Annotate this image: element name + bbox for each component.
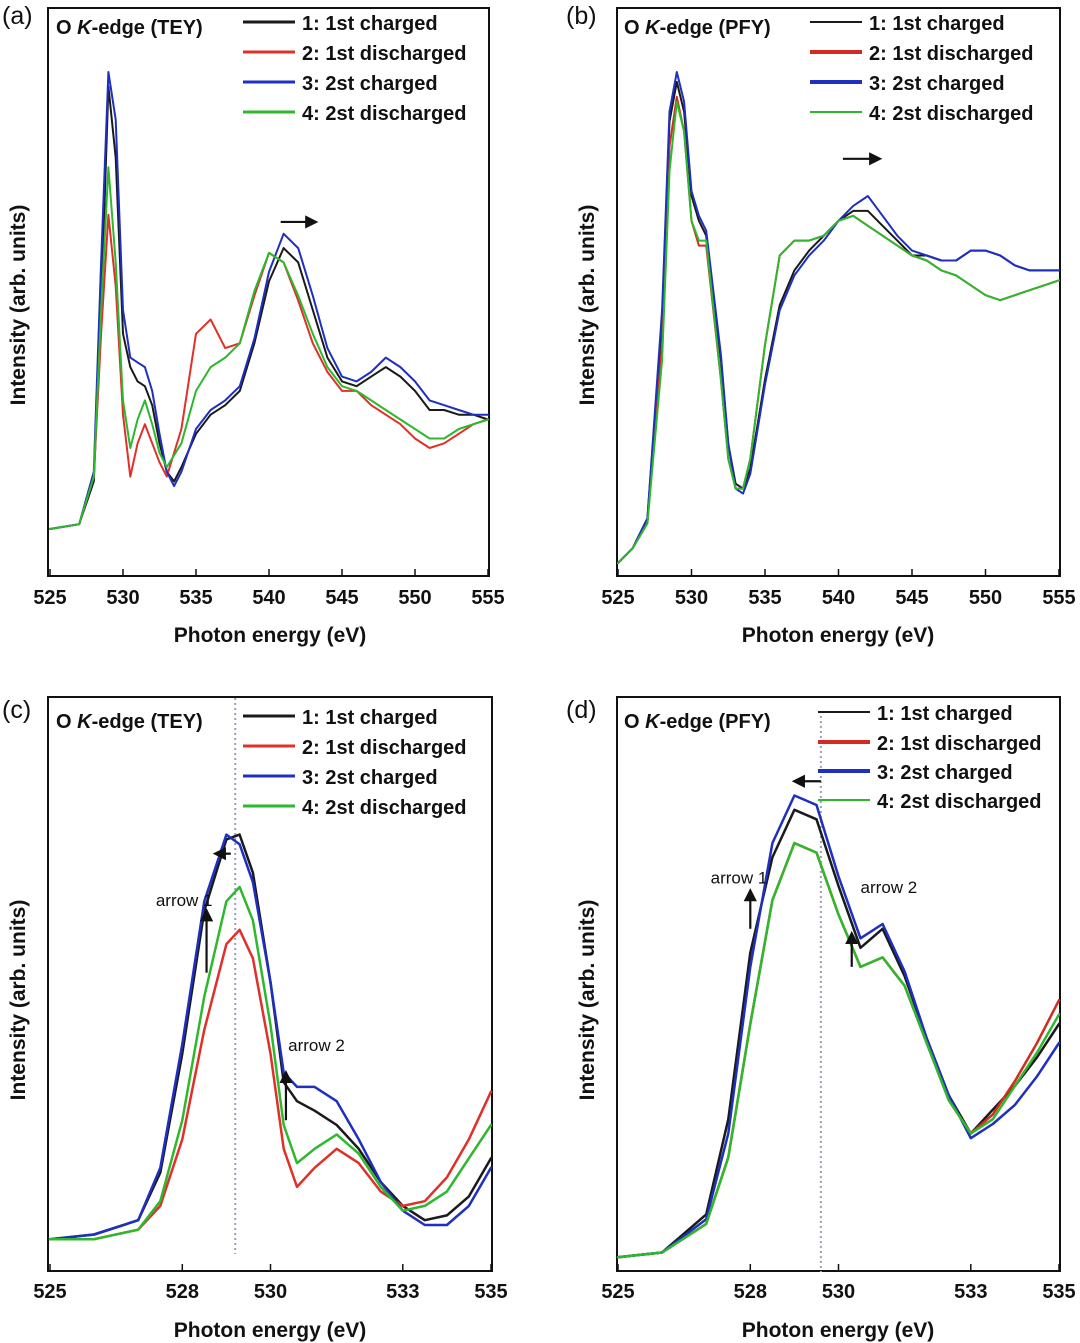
x-tick-label: 530 [254,1281,287,1303]
legend-entry: 4: 2st discharged [302,797,467,819]
x-tick-label: 535 [1042,1281,1075,1303]
legend-entry: 1: 1st charged [302,13,438,35]
annotation-label: arrow 2 [861,878,918,897]
legend-entry: 3: 2st charged [877,762,1013,784]
arrow-layer [743,774,859,967]
arrow-layer [199,847,293,1121]
legend: 1: 1st charged 2: 1st discharged 3: 2st … [243,13,467,125]
x-tick-label: 545 [895,587,928,609]
series-line [616,808,1061,1259]
legend-entry: 1: 1st charged [869,13,1005,35]
panel-label: (a) [2,2,33,30]
panel-title: O K-edge (TEY) [56,17,203,39]
series-line [616,841,1061,1259]
series-layer [49,71,489,530]
series-line [617,80,1060,564]
y-axis-label: Intensity (arb. units) [7,900,30,1101]
series-layer [616,794,1061,1259]
legend-entry: 2: 1st discharged [302,43,467,65]
panel-title: O K-edge (TEY) [56,711,203,733]
series-line [49,71,489,530]
series-layer [48,833,493,1241]
legend: 1: 1st charged 2: 1st discharged 3: 2st … [243,707,467,819]
legend-entry: 1: 1st charged [302,707,438,729]
legend-entry: 2: 1st discharged [302,737,467,759]
panel-title: O K-edge (PFY) [624,17,771,39]
series-line [48,928,493,1241]
x-tick-label: 535 [474,1281,507,1303]
y-axis-label: Intensity (arb. units) [576,205,599,406]
legend-entry: 2: 1st discharged [869,43,1034,65]
x-tick-label: 525 [601,587,634,609]
legend-entry: 3: 2st charged [302,767,438,789]
x-tick-label: 530 [675,587,708,609]
x-tick-label: 535 [748,587,781,609]
annotation-layer: arrow 1 arrow 2 [711,869,918,898]
panel-c: (c) O K-edge (TEY) arrow 1 arrow 2 1: 1st… [2,696,508,1342]
panel-a: (a) O K-edge (TEY) 1: 1st charged 2: 1st… [2,2,505,647]
x-tick-label: 550 [398,587,431,609]
x-tick-label: 545 [325,587,358,609]
x-tick-label: 525 [601,1281,634,1303]
legend-entry: 4: 2st discharged [869,103,1034,125]
annotation-layer: arrow 1 arrow 2 [156,891,345,1055]
y-axis-label: Intensity (arb. units) [7,205,30,406]
legend-entry: 3: 2st charged [302,73,438,95]
panel-d: (d) O K-edge (PFY) arrow 1 arrow 2 1: 1st… [566,696,1076,1342]
annotation-label: arrow 1 [711,869,768,888]
x-tick-label: 533 [386,1281,419,1303]
panel-b: (b) O K-edge (PFY) 1: 1st charged 2: 1st… [566,2,1076,647]
x-ticks: 525 530 535 540 545 550 555 [601,569,1076,609]
y-axis-label: Intensity (arb. units) [576,900,599,1101]
x-ticks: 525 530 535 540 545 550 555 [33,569,505,609]
x-axis-label: Photon energy (eV) [742,624,935,647]
series-layer [617,71,1060,564]
annotation-label: arrow 1 [156,891,213,910]
series-line [48,833,493,1241]
panel-label: (c) [2,696,31,724]
x-tick-label: 525 [33,1281,66,1303]
x-tick-label: 555 [471,587,504,609]
panel-title: O K-edge (PFY) [624,711,771,733]
x-tick-label: 540 [822,587,855,609]
series-line [48,833,493,1241]
x-tick-label: 533 [954,1281,987,1303]
legend: 1: 1st charged 2: 1st discharged 3: 2st … [818,703,1042,813]
series-line [616,794,1061,1259]
legend: 1: 1st charged 2: 1st discharged 3: 2st … [810,13,1034,125]
x-tick-label: 530 [106,587,139,609]
x-axis-label: Photon energy (eV) [742,1319,935,1342]
x-tick-label: 525 [33,587,66,609]
legend-entry: 4: 2st discharged [302,103,467,125]
x-tick-label: 535 [179,587,212,609]
x-axis-label: Photon energy (eV) [174,624,367,647]
legend-entry: 2: 1st discharged [877,733,1042,755]
series-line [617,95,1060,564]
series-line [617,100,1060,564]
x-tick-label: 528 [166,1281,199,1303]
panel-label: (d) [566,696,597,724]
panel-label: (b) [566,2,597,30]
legend-entry: 4: 2st discharged [877,791,1042,813]
series-line [49,85,489,530]
x-ticks: 525 528 530 533 535 [33,1264,508,1303]
x-ticks: 525 528 530 533 535 [601,1264,1076,1303]
series-line [49,166,489,530]
legend-entry: 3: 2st charged [869,73,1005,95]
annotation-label: arrow 2 [288,1036,345,1055]
series-line [616,841,1061,1259]
x-tick-label: 555 [1042,587,1075,609]
x-axis-label: Photon energy (eV) [174,1319,367,1342]
series-line [617,71,1060,564]
x-tick-label: 550 [969,587,1002,609]
x-tick-label: 528 [734,1281,767,1303]
series-line [48,885,493,1241]
x-tick-label: 530 [822,1281,855,1303]
x-tick-label: 540 [252,587,285,609]
legend-entry: 1: 1st charged [877,703,1013,725]
